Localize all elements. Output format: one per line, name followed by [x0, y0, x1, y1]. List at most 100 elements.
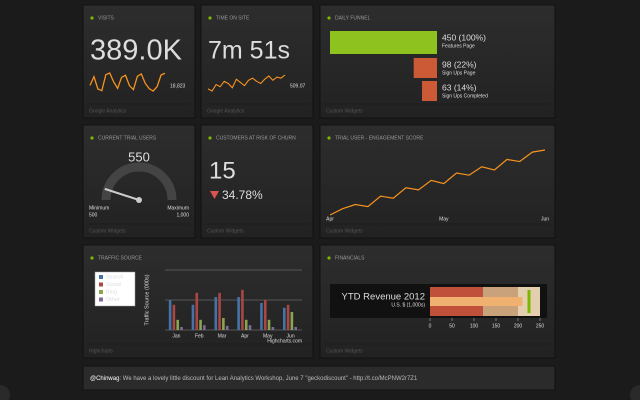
bar [218, 292, 221, 330]
x-tick-label: Apr [241, 333, 249, 339]
panel-title: TIME ON SITE [216, 15, 250, 21]
funnel-page: Features Page [442, 43, 475, 49]
funnel-label: 98 (22%) [442, 59, 477, 69]
bar [241, 289, 244, 330]
status-dot [208, 16, 212, 20]
big-value: 7m 51s [208, 37, 290, 65]
funnel-label: 63 (14%) [442, 82, 477, 92]
last-value: 509.07 [290, 83, 306, 89]
legend-swatch [99, 275, 103, 279]
churn-change: 34.78% [222, 188, 263, 202]
panel [82, 4, 196, 119]
x-tick-label: 250 [536, 323, 545, 329]
bar [225, 325, 229, 330]
gauge-arc [101, 162, 177, 201]
funnel-bar [422, 81, 437, 101]
panel [200, 124, 314, 239]
panel [200, 4, 314, 119]
x-tick-label: 150 [492, 323, 501, 329]
credit: Highcharts.com [267, 338, 302, 344]
x-tick-label: May [263, 333, 273, 339]
big-value: 389.0K [90, 35, 183, 67]
funnel-page: Sign Ups Page [442, 70, 476, 76]
panel-title: CUSTOMERS AT RISK OF CHURN [216, 135, 296, 141]
gauge-min-label: Minimum [89, 205, 109, 211]
panel [319, 4, 556, 119]
panel-title: TRAFFIC SOURCE [98, 255, 143, 261]
bullet-target [527, 290, 531, 313]
status-dot [90, 256, 94, 260]
legend-swatch [99, 282, 103, 287]
x-tick-label: Jun [287, 333, 295, 339]
nav-right[interactable] [630, 385, 640, 400]
x-tick-label: 0 [429, 323, 432, 329]
bar [180, 327, 183, 330]
x-tick-label: 50 [449, 323, 455, 329]
status-dot [327, 16, 331, 20]
funnel-bar [330, 31, 437, 54]
gauge-value: 550 [128, 149, 150, 164]
x-tick-label: Jan [172, 333, 180, 339]
gauge-min: 500 [89, 212, 98, 218]
bar [294, 327, 297, 330]
y-axis-label: Traffic Source (000s) [144, 274, 150, 325]
status-dot [327, 136, 331, 140]
panel-source: Google Analytics [89, 108, 127, 114]
bullet-subtitle: U.S. $ (1,000s) [391, 302, 425, 308]
x-tick-label: May [439, 216, 449, 222]
sparkline [329, 149, 546, 216]
bar [203, 325, 206, 330]
bar [168, 300, 172, 330]
bar [237, 297, 240, 330]
x-tick-label: Mar [218, 333, 227, 339]
x-tick-label: 200 [514, 323, 523, 329]
panel-source: Custom Widgets [326, 348, 363, 354]
bar [172, 304, 176, 330]
legend-swatch [99, 297, 103, 302]
churn-value: 15 [209, 157, 236, 184]
bar [260, 303, 263, 330]
legend-swatch [99, 290, 103, 294]
bullet-title: YTD Revenue 2012 [342, 292, 425, 303]
nav-left[interactable] [0, 385, 10, 400]
funnel-bar [413, 58, 437, 78]
bullet-value [430, 297, 523, 306]
funnel-page: Sign Ups Completed [442, 93, 488, 99]
bar [267, 319, 271, 330]
bar [199, 319, 202, 330]
bar [271, 327, 275, 330]
panel-title: VISITS [98, 15, 115, 21]
bar [244, 319, 248, 330]
bar [222, 318, 225, 330]
x-tick-label: Jun [541, 216, 549, 222]
bar [195, 292, 199, 330]
x-tick-label: 100 [470, 323, 479, 329]
gauge-needle [104, 187, 140, 201]
panel-title: DAILY FUNNEL [335, 15, 371, 21]
tweet-bar [82, 365, 556, 391]
bar [248, 325, 252, 330]
bar [214, 297, 218, 330]
status-dot [327, 256, 331, 260]
panel-source: Custom Widgets [326, 108, 363, 114]
legend-label: Other [106, 297, 120, 303]
gauge-max: 1,000 [176, 212, 189, 218]
tweet-user: @Chinwag [90, 376, 119, 382]
x-tick-label: Feb [195, 333, 204, 339]
status-dot [208, 136, 212, 140]
gauge-max-label: Maximum [167, 205, 189, 211]
panel-source: Custom Widgets [207, 228, 244, 234]
x-tick-label: Apr [326, 216, 334, 222]
legend-label: Search [106, 274, 123, 280]
bar [286, 304, 290, 330]
panel [82, 124, 196, 239]
panel-source: Google Analytics [207, 108, 245, 114]
bar [290, 312, 294, 330]
panel-source: Highcharts [89, 348, 113, 354]
last-value: 18,823 [170, 83, 186, 89]
down-arrow [210, 191, 219, 199]
bar [282, 307, 286, 330]
bar [191, 304, 195, 330]
bar [176, 319, 180, 330]
